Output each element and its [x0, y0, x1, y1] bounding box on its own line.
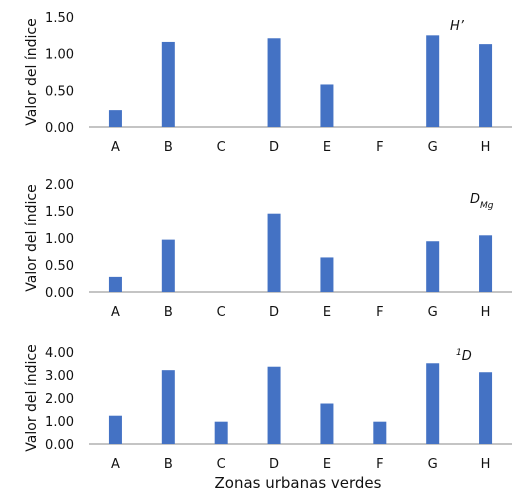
y-axis-title: Valor del índice: [24, 18, 40, 125]
index-label: 1D: [456, 348, 472, 364]
x-tick-label: D: [269, 305, 279, 320]
panel-1: 0.00 0.50 1.00 1.50 Valor del índice A B C D E F G H…: [24, 11, 512, 155]
x-tick-label: G: [428, 140, 438, 155]
x-tick-label: D: [269, 457, 279, 472]
x-tick-label: F: [376, 305, 383, 320]
bar-B: [161, 370, 175, 444]
index-label: DMg: [470, 192, 494, 211]
y-tick-label: 2.00: [45, 178, 74, 193]
bar-H: [479, 372, 493, 444]
panel-2: 0.00 0.50 1.00 1.50 2.00 Valor del índice A B C D…: [24, 178, 512, 320]
y-axis-title: Valor del índice: [24, 344, 40, 451]
bar-B: [161, 239, 175, 292]
y-tick-label: 0.50: [45, 259, 74, 274]
x-tick-label: D: [269, 140, 279, 155]
bar-H: [479, 44, 493, 128]
y-tick-label: 3.00: [45, 369, 74, 384]
x-tick-label: B: [164, 140, 173, 155]
x-tick-label: E: [323, 305, 331, 320]
bar-E: [320, 257, 334, 292]
x-tick-label: A: [111, 457, 120, 472]
y-tick-label: 0.00: [45, 438, 74, 453]
bar-E: [320, 403, 334, 444]
y-axis-title: Valor del índice: [24, 184, 40, 291]
bar-D: [267, 366, 281, 444]
x-tick-label: G: [428, 305, 438, 320]
x-tick-label: H: [481, 140, 491, 155]
y-tick-label: 0.50: [45, 84, 74, 99]
y-tick-label: 1.50: [45, 205, 74, 220]
x-tick-label: E: [323, 457, 331, 472]
bar-D: [267, 213, 281, 292]
x-tick-label: A: [111, 140, 120, 155]
x-tick-label: A: [111, 305, 120, 320]
y-tick-label: 1.00: [45, 232, 74, 247]
x-tick-label: H: [481, 305, 491, 320]
index-label: H’: [450, 19, 465, 34]
x-tick-label: C: [217, 140, 226, 155]
x-axis-title: Zonas urbanas verdes: [215, 474, 382, 492]
x-tick-label: E: [323, 140, 331, 155]
panel-3: 0.00 1.00 2.00 3.00 4.00 Valor del índice A B C D…: [24, 344, 512, 472]
bar-B: [161, 41, 175, 127]
bar-A: [108, 276, 122, 292]
x-tick-label: B: [164, 457, 173, 472]
bar-D: [267, 38, 281, 128]
x-tick-label: B: [164, 305, 173, 320]
y-tick-label: 4.00: [45, 346, 74, 361]
x-tick-label: F: [376, 140, 383, 155]
bar-G: [426, 35, 440, 128]
y-tick-label: 1.00: [45, 415, 74, 430]
x-tick-label: F: [376, 457, 383, 472]
y-tick-label: 2.00: [45, 392, 74, 407]
bar-A: [108, 415, 122, 444]
bar-H: [479, 235, 493, 292]
bar-A: [108, 110, 122, 127]
y-tick-label: 0.00: [45, 286, 74, 301]
bar-E: [320, 84, 334, 127]
x-tick-label: C: [217, 305, 226, 320]
y-tick-label: 1.00: [45, 48, 74, 63]
x-tick-label: H: [481, 457, 491, 472]
y-tick-label: 0.00: [45, 121, 74, 136]
bar-G: [426, 363, 440, 444]
bar-F: [373, 421, 387, 444]
y-tick-label: 1.50: [45, 11, 74, 26]
bar-G: [426, 241, 440, 292]
x-tick-label: G: [428, 457, 438, 472]
bar-C: [214, 421, 228, 444]
x-tick-label: C: [217, 457, 226, 472]
